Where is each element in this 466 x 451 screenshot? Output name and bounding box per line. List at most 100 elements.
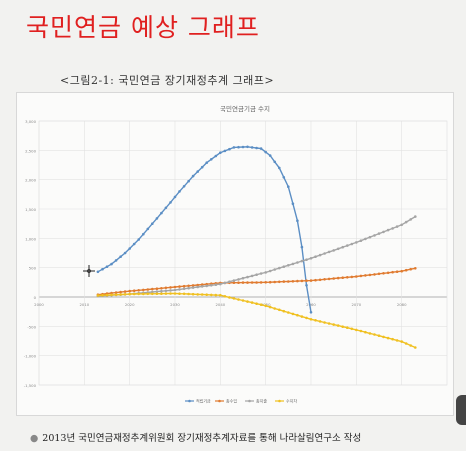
data-point [287, 280, 290, 283]
data-point [241, 145, 245, 149]
data-point [196, 170, 199, 173]
data-point [395, 339, 399, 342]
data-point [191, 284, 195, 287]
data-point [382, 230, 385, 234]
data-point [318, 253, 322, 257]
data-point [300, 315, 304, 318]
data-point [164, 206, 168, 210]
data-point [327, 277, 331, 281]
data-point [287, 264, 290, 267]
data-point [382, 272, 385, 275]
data-point [241, 276, 245, 280]
y-tick-label: -1,500 [24, 383, 37, 388]
data-point [250, 301, 254, 304]
data-point [373, 333, 376, 336]
data-point [105, 293, 109, 297]
data-point [336, 247, 340, 251]
data-point [219, 151, 222, 154]
data-point [137, 292, 140, 296]
data-point [214, 154, 218, 158]
data-point [237, 281, 240, 284]
data-point [160, 289, 163, 293]
data-point [314, 278, 317, 282]
data-point [373, 273, 376, 276]
data-point [332, 323, 336, 326]
data-point [123, 293, 127, 296]
data-point [400, 223, 404, 227]
data-point [409, 218, 413, 221]
data-point [178, 285, 181, 288]
data-point [259, 272, 263, 275]
data-point [268, 280, 272, 284]
data-point [123, 290, 127, 293]
data-point [287, 311, 290, 314]
data-point [223, 149, 227, 153]
data-point [278, 308, 281, 312]
data-point [323, 252, 326, 255]
data-point [364, 237, 367, 241]
legend-label: 적립기금 [196, 398, 211, 404]
data-point [200, 293, 204, 296]
data-point [264, 150, 267, 154]
series-3 [96, 215, 417, 298]
data-point [169, 286, 172, 289]
data-point [205, 161, 208, 164]
x-tick-label: 2060 [306, 302, 316, 307]
chart-frame: 국민연금기금 수지 3,000 2,500 2,000 1,500 1,000 500 0 -… [16, 92, 454, 416]
data-point [282, 176, 286, 179]
data-point [296, 313, 299, 317]
source-note-text: 2013년 국민연금재정추계위원회 장기재정추계자료를 통해 나라살림연구소 작… [42, 433, 362, 444]
data-point [114, 259, 118, 262]
data-point [160, 287, 163, 290]
data-point [332, 249, 336, 252]
y-tick-label: -500 [27, 324, 36, 329]
series-line [97, 216, 416, 297]
data-point [246, 275, 249, 279]
x-tick-label: 2080 [397, 302, 407, 307]
data-point [278, 166, 281, 170]
data-point [160, 292, 163, 295]
data-point [132, 292, 136, 296]
data-point [296, 261, 299, 264]
x-tick-label: 2010 [79, 302, 89, 307]
data-point [318, 320, 322, 323]
data-point [404, 268, 408, 272]
data-point [173, 285, 177, 289]
data-point [368, 235, 372, 239]
data-point [364, 274, 367, 277]
data-point [278, 266, 281, 270]
data-point [151, 222, 154, 225]
legend-label: 총수입 [226, 398, 237, 404]
data-point [137, 289, 140, 292]
data-point [287, 185, 290, 188]
data-point [146, 292, 150, 296]
data-point [300, 259, 304, 263]
y-tick-label: 2,000 [25, 178, 36, 183]
data-point [123, 251, 127, 255]
legend-entry: 총지출 [245, 398, 267, 404]
data-point [182, 185, 186, 188]
data-point [169, 289, 172, 292]
data-point [414, 215, 417, 218]
data-point [300, 279, 304, 283]
data-point [146, 227, 150, 231]
data-point [268, 154, 272, 157]
data-point [273, 160, 277, 164]
data-point [191, 292, 195, 296]
series-4 [96, 292, 417, 349]
data-point [250, 281, 254, 284]
data-point [377, 334, 381, 337]
data-point [373, 234, 376, 237]
data-point [155, 290, 159, 293]
data-point [268, 305, 272, 309]
data-point [391, 337, 394, 341]
data-point [237, 298, 240, 301]
series [96, 145, 417, 349]
data-point [305, 284, 308, 287]
data-point [205, 293, 208, 296]
data-point [309, 311, 313, 314]
data-point [132, 289, 136, 292]
data-point [346, 244, 349, 247]
data-point [318, 278, 322, 282]
data-point [300, 245, 304, 249]
